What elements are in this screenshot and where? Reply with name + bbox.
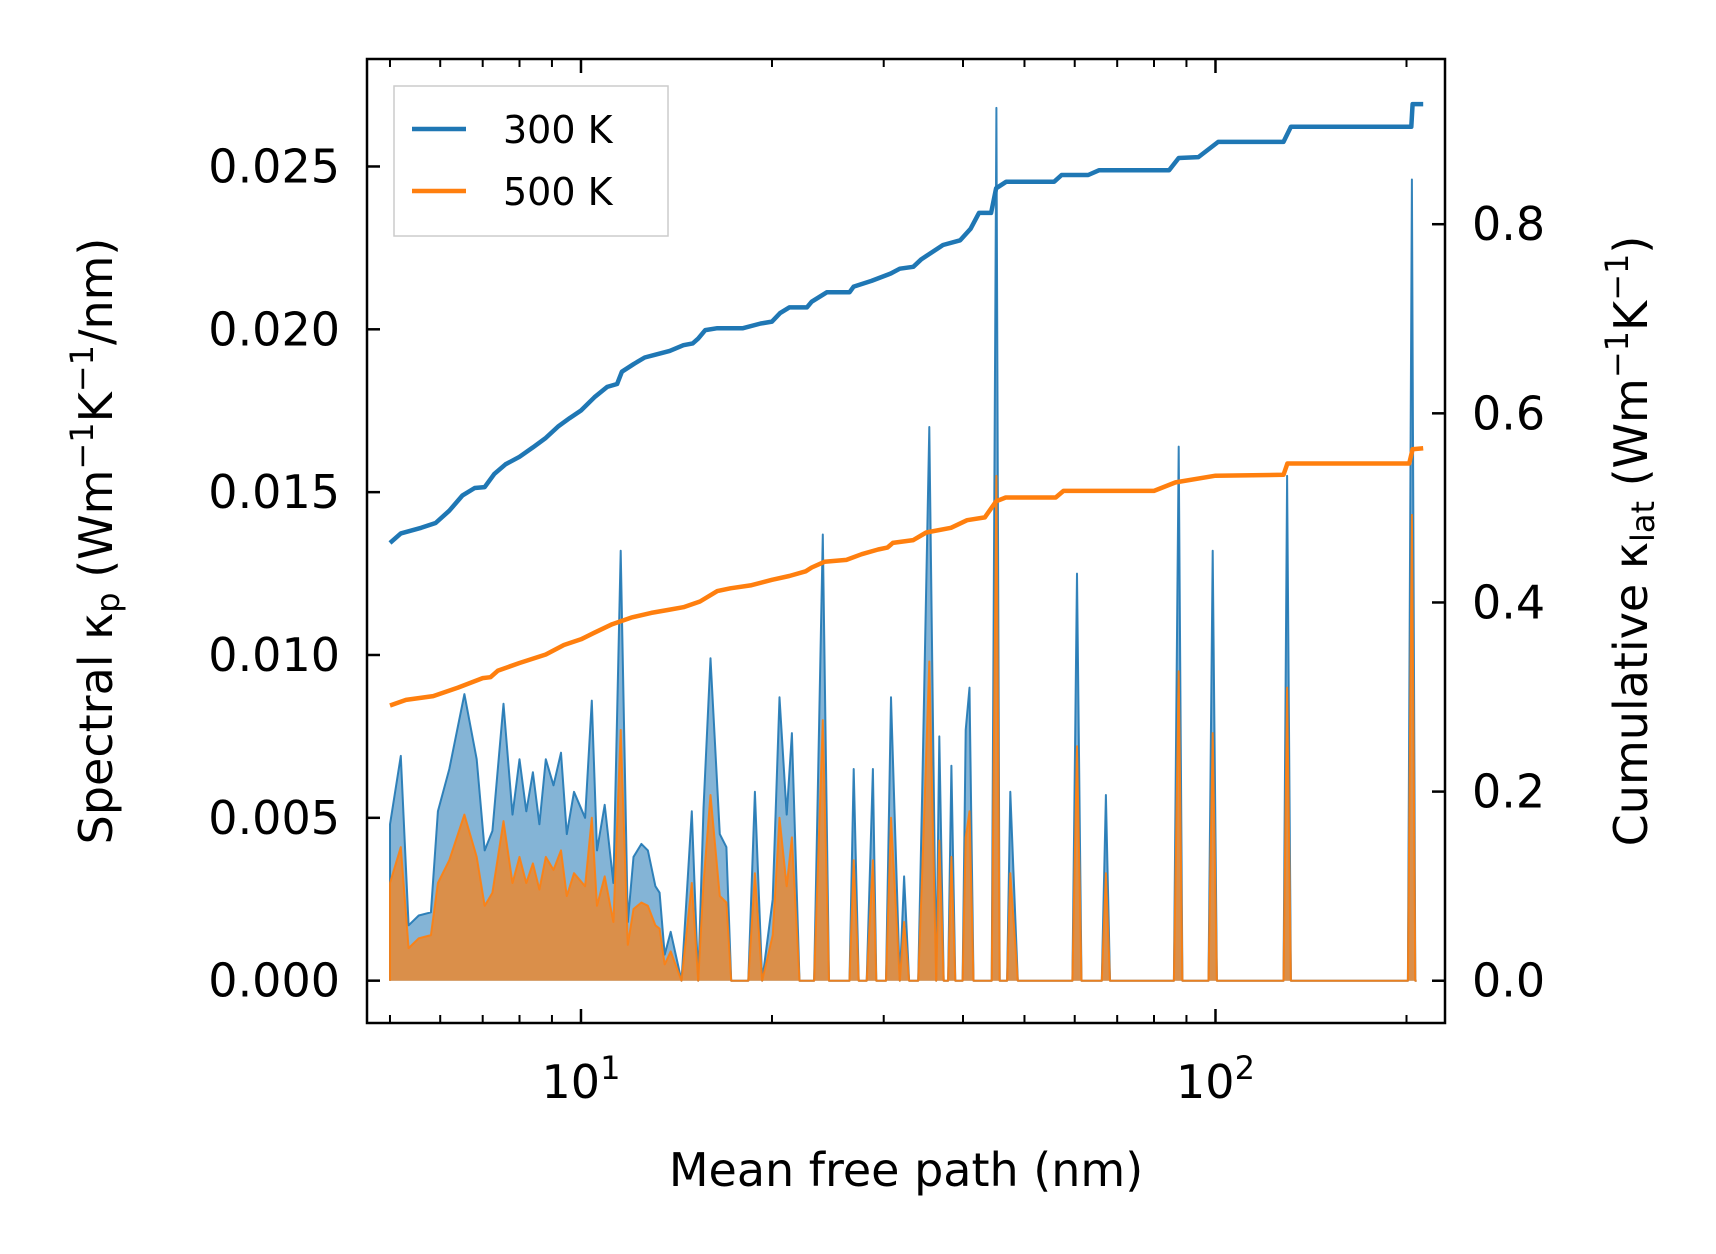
x-axis-label: Mean free path (nm)	[669, 1143, 1143, 1197]
left-y-tick-label: 0.005	[208, 791, 340, 845]
right-y-tick-label: 0.8	[1472, 197, 1545, 251]
right-y-tick-label: 0.4	[1472, 575, 1545, 629]
right-y-tick-label: 0.6	[1472, 386, 1545, 440]
left-y-tick-label: 0.020	[208, 302, 340, 356]
left-y-tick-label: 0.000	[208, 954, 340, 1008]
spectral-area-500k	[390, 475, 1417, 981]
right-y-axis-label: Cumulative κlat (Wm−1K−1)	[1598, 236, 1662, 847]
left-y-tick-label: 0.010	[208, 628, 340, 682]
left-y-axis-label: Spectral κp (Wm−1K−1/nm)	[63, 238, 127, 845]
right-y-tick-label: 0.2	[1472, 765, 1545, 819]
spectral-fills	[389, 106, 1417, 982]
legend[interactable]: 300 K 500 K	[393, 85, 669, 237]
legend-label-500k: 500 K	[503, 170, 614, 214]
left-y-tick-label: 0.025	[208, 139, 340, 193]
right-y-tick-label: 0.0	[1472, 954, 1545, 1008]
left-y-tick-label: 0.015	[208, 465, 340, 519]
cumulative-line-500k	[389, 446, 1424, 708]
legend-label-300k: 300 K	[503, 108, 614, 152]
plot-frame	[365, 57, 1447, 1025]
cumulative-line-300k	[388, 101, 1424, 545]
legend-box	[393, 85, 669, 237]
cumulative-lines	[388, 101, 1424, 708]
axis-ticks: 0.000 0.005 0.010 0.015 0.020 0.025 0.0 0.2 0.4 0…	[208, 59, 1545, 1109]
spectral-line-500k	[389, 474, 1417, 982]
